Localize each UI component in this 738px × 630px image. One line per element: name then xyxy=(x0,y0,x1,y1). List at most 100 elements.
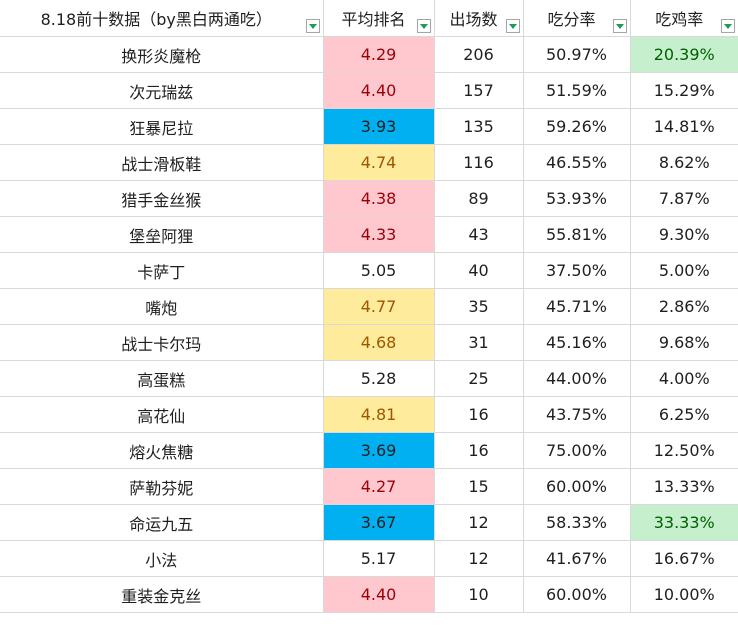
cell-avg-rank[interactable]: 4.33 xyxy=(322,216,435,253)
cell-composition-name[interactable]: 卡萨丁 xyxy=(0,252,324,289)
cell-avg-rank[interactable]: 4.77 xyxy=(322,288,435,325)
cell-games[interactable]: 116 xyxy=(433,144,524,181)
cell-composition-name[interactable]: 次元瑞兹 xyxy=(0,72,324,109)
cell-win-rate[interactable]: 33.33% xyxy=(629,504,738,541)
cell-avg-rank[interactable]: 3.93 xyxy=(322,108,435,145)
cell-composition-name[interactable]: 命运九五 xyxy=(0,504,324,541)
cell-composition-name[interactable]: 狂暴尼拉 xyxy=(0,108,324,145)
cell-avg-rank[interactable]: 5.05 xyxy=(322,252,435,289)
filter-dropdown-icon[interactable] xyxy=(721,19,735,33)
cell-win-rate[interactable]: 6.25% xyxy=(629,396,738,433)
cell-composition-name[interactable]: 高花仙 xyxy=(0,396,324,433)
cell-score-rate[interactable]: 46.55% xyxy=(522,144,631,181)
cell-composition-name[interactable]: 堡垒阿狸 xyxy=(0,216,324,253)
cell-games[interactable]: 25 xyxy=(433,360,524,397)
cell-score-rate[interactable]: 58.33% xyxy=(522,504,631,541)
cell-games[interactable]: 31 xyxy=(433,324,524,361)
cell-win-rate[interactable]: 9.30% xyxy=(629,216,738,253)
cell-win-rate[interactable]: 13.33% xyxy=(629,468,738,505)
header-cell-score-rate[interactable]: 吃分率 xyxy=(522,0,631,37)
cell-score-rate[interactable]: 45.71% xyxy=(522,288,631,325)
cell-score-rate[interactable]: 44.00% xyxy=(522,360,631,397)
cell-games[interactable]: 206 xyxy=(433,36,524,73)
cell-win-rate[interactable]: 15.29% xyxy=(629,72,738,109)
cell-games[interactable]: 40 xyxy=(433,252,524,289)
table-row: 战士滑板鞋 4.74 116 46.55% 8.62% xyxy=(0,144,738,181)
cell-win-rate[interactable]: 7.87% xyxy=(629,180,738,217)
cell-games[interactable]: 157 xyxy=(433,72,524,109)
filter-dropdown-icon[interactable] xyxy=(416,19,431,33)
cell-composition-name[interactable]: 战士卡尔玛 xyxy=(0,324,324,361)
cell-games[interactable]: 89 xyxy=(433,180,524,217)
filter-dropdown-icon[interactable] xyxy=(612,19,627,33)
table-body: 换形炎魔枪 4.29 206 50.97% 20.39% 次元瑞兹 4.40 157 51.59… xyxy=(0,36,738,613)
cell-score-rate[interactable]: 53.93% xyxy=(522,180,631,217)
filter-dropdown-icon[interactable] xyxy=(505,19,520,33)
cell-avg-rank[interactable]: 4.29 xyxy=(322,36,435,73)
cell-win-rate[interactable]: 16.67% xyxy=(629,540,738,577)
cell-win-rate[interactable]: 2.86% xyxy=(629,288,738,325)
header-cell-games[interactable]: 出场数 xyxy=(433,0,524,37)
cell-avg-rank[interactable]: 4.40 xyxy=(322,72,435,109)
cell-avg-rank[interactable]: 4.40 xyxy=(322,576,435,613)
cell-games[interactable]: 16 xyxy=(433,432,524,469)
cell-win-rate[interactable]: 9.68% xyxy=(629,324,738,361)
cell-games[interactable]: 12 xyxy=(433,504,524,541)
cell-score-rate[interactable]: 55.81% xyxy=(522,216,631,253)
cell-composition-name[interactable]: 萨勒芬妮 xyxy=(0,468,324,505)
cell-composition-name[interactable]: 重装金克丝 xyxy=(0,576,324,613)
cell-avg-rank[interactable]: 4.68 xyxy=(322,324,435,361)
header-label: 出场数 xyxy=(449,10,498,29)
table-row: 猎手金丝猴 4.38 89 53.93% 7.87% xyxy=(0,180,738,217)
cell-games[interactable]: 12 xyxy=(433,540,524,577)
cell-avg-rank[interactable]: 4.38 xyxy=(322,180,435,217)
cell-avg-rank[interactable]: 4.27 xyxy=(322,468,435,505)
spreadsheet-table: 8.18前十数据（by黑白两通吃） 平均排名 出场数 吃分率 吃鸡率 换形炎魔枪… xyxy=(0,0,738,613)
cell-composition-name[interactable]: 换形炎魔枪 xyxy=(0,36,324,73)
cell-score-rate[interactable]: 60.00% xyxy=(522,468,631,505)
header-cell-win-rate[interactable]: 吃鸡率 xyxy=(629,0,738,37)
cell-score-rate[interactable]: 75.00% xyxy=(522,432,631,469)
header-label: 8.18前十数据（by黑白两通吃） xyxy=(40,10,272,29)
cell-composition-name[interactable]: 小法 xyxy=(0,540,324,577)
cell-score-rate[interactable]: 59.26% xyxy=(522,108,631,145)
cell-games[interactable]: 35 xyxy=(433,288,524,325)
cell-score-rate[interactable]: 50.97% xyxy=(522,36,631,73)
cell-games[interactable]: 135 xyxy=(433,108,524,145)
cell-win-rate[interactable]: 8.62% xyxy=(629,144,738,181)
header-label: 平均排名 xyxy=(341,10,406,29)
cell-score-rate[interactable]: 45.16% xyxy=(522,324,631,361)
cell-win-rate[interactable]: 4.00% xyxy=(629,360,738,397)
cell-score-rate[interactable]: 41.67% xyxy=(522,540,631,577)
cell-composition-name[interactable]: 高蛋糕 xyxy=(0,360,324,397)
cell-games[interactable]: 15 xyxy=(433,468,524,505)
header-cell-composition[interactable]: 8.18前十数据（by黑白两通吃） xyxy=(0,0,324,37)
cell-avg-rank[interactable]: 5.17 xyxy=(322,540,435,577)
cell-win-rate[interactable]: 5.00% xyxy=(629,252,738,289)
cell-games[interactable]: 10 xyxy=(433,576,524,613)
cell-games[interactable]: 16 xyxy=(433,396,524,433)
cell-composition-name[interactable]: 嘴炮 xyxy=(0,288,324,325)
cell-avg-rank[interactable]: 5.28 xyxy=(322,360,435,397)
cell-score-rate[interactable]: 51.59% xyxy=(522,72,631,109)
cell-score-rate[interactable]: 43.75% xyxy=(522,396,631,433)
cell-win-rate[interactable]: 20.39% xyxy=(629,36,738,73)
cell-score-rate[interactable]: 37.50% xyxy=(522,252,631,289)
filter-dropdown-icon[interactable] xyxy=(305,19,320,33)
cell-win-rate[interactable]: 12.50% xyxy=(629,432,738,469)
cell-win-rate[interactable]: 14.81% xyxy=(629,108,738,145)
cell-composition-name[interactable]: 战士滑板鞋 xyxy=(0,144,324,181)
cell-avg-rank[interactable]: 3.67 xyxy=(322,504,435,541)
cell-composition-name[interactable]: 猎手金丝猴 xyxy=(0,180,324,217)
cell-composition-name[interactable]: 熔火焦糖 xyxy=(0,432,324,469)
cell-games[interactable]: 43 xyxy=(433,216,524,253)
cell-avg-rank[interactable]: 4.74 xyxy=(322,144,435,181)
cell-win-rate[interactable]: 10.00% xyxy=(629,576,738,613)
cell-avg-rank[interactable]: 3.69 xyxy=(322,432,435,469)
table-row: 重装金克丝 4.40 10 60.00% 10.00% xyxy=(0,576,738,613)
header-cell-avg-rank[interactable]: 平均排名 xyxy=(322,0,435,37)
table-row: 命运九五 3.67 12 58.33% 33.33% xyxy=(0,504,738,541)
cell-score-rate[interactable]: 60.00% xyxy=(522,576,631,613)
table-row: 萨勒芬妮 4.27 15 60.00% 13.33% xyxy=(0,468,738,505)
cell-avg-rank[interactable]: 4.81 xyxy=(322,396,435,433)
